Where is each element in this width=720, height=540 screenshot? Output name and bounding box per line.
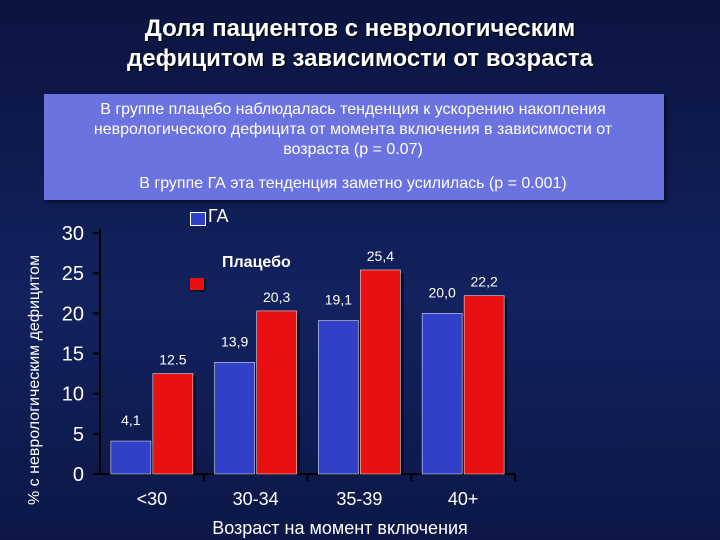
x-tick-label: 35-39 <box>336 489 382 509</box>
y-tick-label: 20 <box>62 303 84 325</box>
y-tick-label: 30 <box>62 223 84 245</box>
x-tick-label: <30 <box>137 489 168 509</box>
y-tick-label: 0 <box>73 464 84 486</box>
chart-bars <box>110 269 508 475</box>
data-label: 12.5 <box>159 352 186 368</box>
annotation-text: В группе плацебо наблюдалась тенденция к… <box>58 100 648 160</box>
bar <box>214 362 255 475</box>
bar <box>110 440 152 475</box>
bar <box>152 373 194 475</box>
annotation-line-1: В группе плацебо наблюдалась тенденция к… <box>100 101 606 118</box>
data-label: 25,4 <box>367 248 394 264</box>
data-label: 20,0 <box>429 284 456 300</box>
data-label: 22,2 <box>471 274 498 290</box>
data-label: 20,3 <box>263 289 290 305</box>
annotation-line-3: возраста (p = 0.07) <box>283 141 423 158</box>
bar <box>256 310 297 475</box>
annotation-line-2: неврологического дефицита от момента вкл… <box>93 121 613 138</box>
bar <box>421 313 463 475</box>
annotation-box <box>44 94 664 200</box>
page-title: Доля пациентов с неврологическим дефицит… <box>60 14 660 74</box>
data-label: 19,1 <box>325 292 352 308</box>
title-line-2: дефицитом в зависимости от возраста <box>127 45 593 72</box>
data-label: 13,9 <box>221 333 248 349</box>
legend-label-placebo: Плацебо <box>222 254 291 271</box>
bar <box>360 269 401 475</box>
x-tick-label: 40+ <box>448 489 479 509</box>
legend-swatch-ga <box>190 212 206 226</box>
data-label: 4,1 <box>121 412 141 428</box>
y-axis-label: % с неврологическим дефицитом <box>26 254 43 505</box>
y-tick-label: 15 <box>62 344 84 366</box>
y-tick-label: 5 <box>73 424 84 446</box>
annotation-line-4: В группе ГА эта тенденция заметно усилил… <box>139 175 567 192</box>
bar <box>463 295 505 475</box>
legend-swatch-placebo <box>190 278 204 290</box>
y-tick-label: 25 <box>62 263 84 285</box>
x-axis-label: Возраст на момент включения <box>212 518 468 538</box>
title-line-1: Доля пациентов с неврологическим <box>144 15 576 42</box>
bar <box>318 320 359 475</box>
y-tick-label: 10 <box>62 384 84 406</box>
chart-data-labels: 4,1 13,9 19,1 20,0 12.5 20,3 25,4 22,2 <box>121 248 498 428</box>
x-tick-label: 30-34 <box>233 489 279 509</box>
legend-label-ga: ГА <box>208 206 229 226</box>
